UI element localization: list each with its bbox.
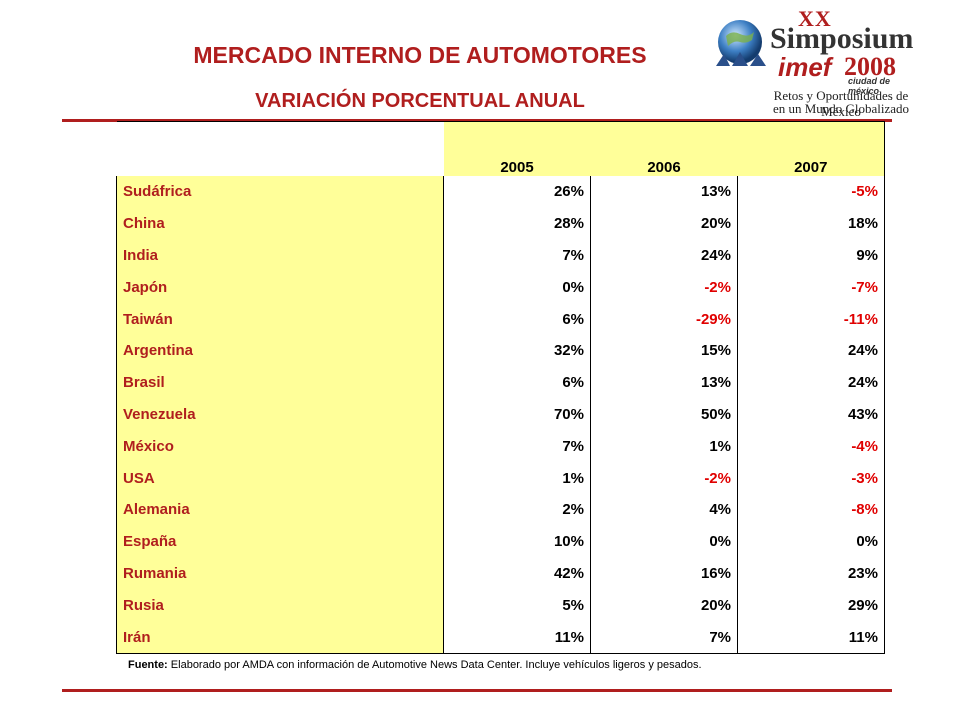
value-cell-2006: 20% xyxy=(590,589,738,622)
table-row: Alemania 2% 4% -8% xyxy=(116,493,885,526)
country-cell: Alemania xyxy=(116,493,444,526)
value-cell-2006: 7% xyxy=(590,621,738,654)
year-header: 2007 xyxy=(737,121,885,176)
country-cell: Rusia xyxy=(116,589,444,622)
value-cell-2006: 13% xyxy=(590,366,738,399)
country-cell: Brasil xyxy=(116,366,444,399)
value-cell-2007: -4% xyxy=(737,430,885,463)
table-row: Brasil 6% 13% 24% xyxy=(116,366,885,399)
table-row: Rumania 42% 16% 23% xyxy=(116,557,885,590)
value-cell-2005: 70% xyxy=(443,398,591,431)
value-cell-2006: -2% xyxy=(590,271,738,304)
value-cell-2005: 7% xyxy=(443,430,591,463)
value-cell-2005: 32% xyxy=(443,334,591,367)
value-cell-2006: 4% xyxy=(590,493,738,526)
value-cell-2006: 1% xyxy=(590,430,738,463)
source-label: Fuente: xyxy=(128,659,168,671)
value-cell-2006: 15% xyxy=(590,334,738,367)
value-cell-2007: 29% xyxy=(737,589,885,622)
top-divider xyxy=(62,119,892,122)
value-cell-2005: 28% xyxy=(443,207,591,240)
value-cell-2006: 24% xyxy=(590,239,738,272)
table-row: Argentina 32% 15% 24% xyxy=(116,334,885,367)
table-row: USA 1% -2% -3% xyxy=(116,462,885,494)
table-header-row: 2005 2006 2007 xyxy=(116,121,885,176)
bottom-divider xyxy=(62,689,892,692)
value-cell-2007: -8% xyxy=(737,493,885,526)
country-cell: México xyxy=(116,430,444,463)
table-row: Venezuela 70% 50% 43% xyxy=(116,398,885,431)
table-row: México 7% 1% -4% xyxy=(116,430,885,463)
value-cell-2007: 18% xyxy=(737,207,885,240)
value-cell-2005: 2% xyxy=(443,493,591,526)
source-note: Fuente: Elaborado por AMDA con informaci… xyxy=(128,659,702,671)
country-cell: India xyxy=(116,239,444,272)
value-cell-2007: 11% xyxy=(737,621,885,654)
country-cell: Irán xyxy=(116,621,444,654)
country-cell: Argentina xyxy=(116,334,444,367)
year-header: 2005 xyxy=(443,121,591,176)
page-subtitle: VARIACIÓN PORCENTUAL ANUAL xyxy=(255,90,585,112)
country-cell: Rumania xyxy=(116,557,444,590)
value-cell-2005: 11% xyxy=(443,621,591,654)
table-row: Taiwán 6% -29% -11% xyxy=(116,303,885,335)
value-cell-2006: 13% xyxy=(590,176,738,208)
value-cell-2005: 10% xyxy=(443,525,591,558)
value-cell-2007: 0% xyxy=(737,525,885,558)
value-cell-2007: -3% xyxy=(737,462,885,494)
value-cell-2006: 0% xyxy=(590,525,738,558)
value-cell-2007: -11% xyxy=(737,303,885,335)
value-cell-2005: 7% xyxy=(443,239,591,272)
value-cell-2007: -5% xyxy=(737,176,885,208)
country-cell: USA xyxy=(116,462,444,494)
country-cell: Venezuela xyxy=(116,398,444,431)
source-text: Elaborado por AMDA con información de Au… xyxy=(170,659,702,671)
value-cell-2007: 24% xyxy=(737,334,885,367)
value-cell-2007: 23% xyxy=(737,557,885,590)
country-cell: Sudáfrica xyxy=(116,176,444,208)
value-cell-2006: 50% xyxy=(590,398,738,431)
value-cell-2007: 9% xyxy=(737,239,885,272)
header-corner xyxy=(116,121,444,176)
value-cell-2005: 5% xyxy=(443,589,591,622)
country-cell: España xyxy=(116,525,444,558)
page-title: MERCADO INTERNO DE AUTOMOTORES xyxy=(193,42,647,68)
country-cell: Taiwán xyxy=(116,303,444,335)
value-cell-2005: 42% xyxy=(443,557,591,590)
country-cell: Japón xyxy=(116,271,444,304)
value-cell-2005: 6% xyxy=(443,366,591,399)
table-row: Japón 0% -2% -7% xyxy=(116,271,885,304)
country-cell: China xyxy=(116,207,444,240)
table-row: Irán 11% 7% 11% xyxy=(116,621,885,654)
globe-icon xyxy=(716,20,766,66)
value-cell-2006: 16% xyxy=(590,557,738,590)
value-cell-2005: 6% xyxy=(443,303,591,335)
variation-table: 2005 2006 2007 Sudáfrica 26% 13% -5% China 28… xyxy=(116,121,885,654)
value-cell-2006: -29% xyxy=(590,303,738,335)
year-header: 2006 xyxy=(590,121,738,176)
table-row: España 10% 0% 0% xyxy=(116,525,885,558)
value-cell-2005: 26% xyxy=(443,176,591,208)
value-cell-2007: -7% xyxy=(737,271,885,304)
value-cell-2006: -2% xyxy=(590,462,738,494)
table-row: Sudáfrica 26% 13% -5% xyxy=(116,176,885,208)
value-cell-2007: 24% xyxy=(737,366,885,399)
value-cell-2005: 0% xyxy=(443,271,591,304)
value-cell-2005: 1% xyxy=(443,462,591,494)
simposium-logo: XX Simposium imef 2008 ciudad de méxico … xyxy=(710,6,920,119)
value-cell-2006: 20% xyxy=(590,207,738,240)
table-row: Rusia 5% 20% 29% xyxy=(116,589,885,622)
table-row: India 7% 24% 9% xyxy=(116,239,885,272)
table-row: China 28% 20% 18% xyxy=(116,207,885,240)
value-cell-2007: 43% xyxy=(737,398,885,431)
